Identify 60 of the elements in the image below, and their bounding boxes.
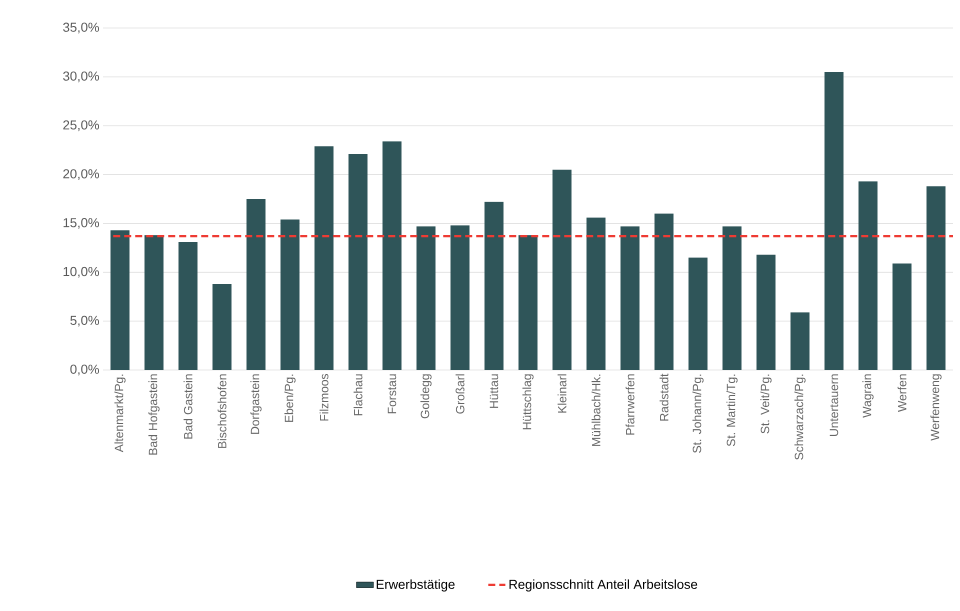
x-tick-label: Kleinarl: [558, 374, 566, 413]
x-tick-label: St. Johann/Pg.: [692, 374, 704, 453]
x-tick-label: Radstadt: [660, 374, 668, 421]
x-tick-label: Wagrain: [862, 374, 874, 418]
bar: [552, 170, 572, 370]
bar: [518, 235, 538, 370]
y-tick-label: 15,0%: [64, 218, 100, 229]
x-tick-label: Flachau: [354, 374, 362, 416]
x-tick-label: Großarl: [456, 374, 464, 414]
bar: [416, 226, 436, 370]
x-tick-label: Pfarrwerfen: [626, 374, 634, 435]
x-tick-label: Hüttau: [490, 374, 498, 408]
y-tick-label: 20,0%: [63, 169, 100, 180]
x-tick-label: Goldegg: [420, 374, 432, 418]
x-tick-label: Schwarzach/Pg.: [794, 374, 806, 460]
x-tick-label: Untertauern: [830, 374, 838, 436]
x-tick-label: Bischofshofen: [218, 374, 226, 448]
bar: [280, 220, 300, 370]
bar: [688, 258, 708, 370]
x-tick-label: Mühlbach/Hk.: [592, 374, 600, 446]
y-tick-label: 30,0%: [63, 71, 100, 82]
y-tick-label: 25,0%: [63, 120, 100, 132]
y-tick-label: 35,0%: [63, 22, 100, 34]
bar: [654, 214, 674, 370]
x-tick-label: St. Veit/Pg.: [760, 374, 772, 434]
bar: [824, 72, 844, 370]
bar: [790, 312, 810, 370]
y-tick-label: 10,0%: [64, 266, 100, 278]
x-tick-label: Werfen: [898, 374, 906, 412]
x-tick-label: Altenmarkt/Pg.: [114, 374, 126, 452]
bar: [892, 263, 912, 370]
bar: [926, 186, 946, 370]
bar: [756, 254, 776, 370]
bar: [212, 284, 232, 370]
bar: [144, 235, 164, 370]
x-tick-label: Bad Gastein: [184, 374, 192, 439]
bar: [620, 226, 640, 370]
legend-label: Regionsschnitt Anteil Arbeitslose: [510, 579, 698, 592]
bar: [314, 146, 334, 370]
x-tick-label: St. Martin/Tg.: [726, 374, 738, 446]
bar: [858, 181, 878, 370]
bar: [586, 218, 606, 370]
bar: [110, 230, 130, 370]
bar: [484, 202, 504, 370]
x-tick-label: Dorfgastein: [250, 374, 262, 434]
bar: [178, 242, 198, 370]
x-tick-label: Filzmoos: [320, 374, 328, 421]
bar: [348, 154, 368, 370]
x-tick-label: Werfenweng: [930, 374, 942, 441]
x-tick-label: Bad Hofgastein: [148, 374, 160, 455]
bar: [246, 199, 266, 370]
y-tick-label: 0,0%: [70, 364, 100, 376]
bar: [722, 226, 742, 370]
bar: [450, 225, 470, 370]
x-tick-label: Forstau: [388, 374, 396, 414]
x-tick-label: Hüttschlag: [522, 374, 534, 430]
y-tick-label: 5,0%: [70, 316, 100, 327]
bar: [382, 141, 402, 370]
x-tick-label: Eben/Pg.: [284, 374, 296, 422]
legend-label: Erwerbstätige: [376, 579, 455, 592]
